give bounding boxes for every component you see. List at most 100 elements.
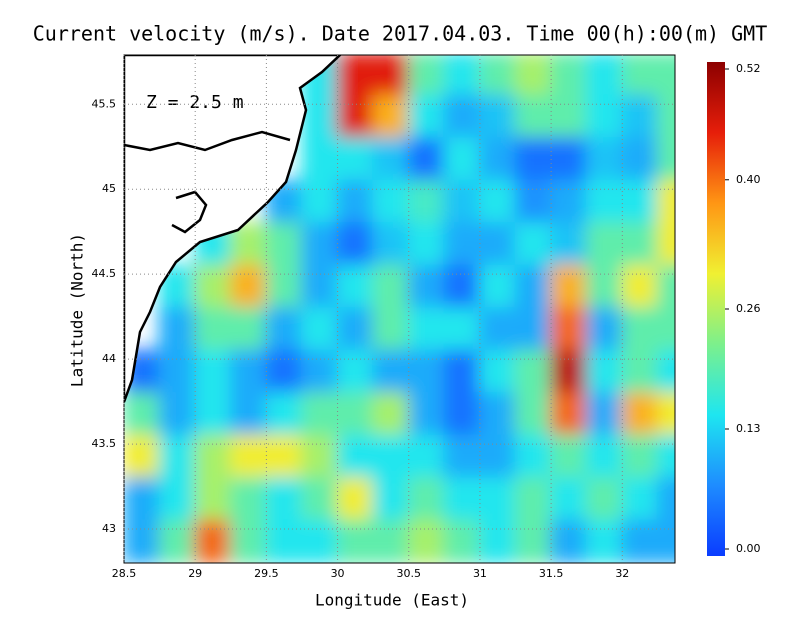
velocity-cell [478,519,517,563]
velocity-cell [621,477,659,522]
velocity-cell [372,349,410,395]
velocity-cell [372,477,410,522]
velocity-cell [124,477,161,522]
velocity-cell [124,392,161,437]
velocity-cell [443,434,481,480]
y-axis-label: Latitude (North) [68,233,87,387]
velocity-cell [585,434,624,480]
velocity-cell [158,349,197,395]
velocity-cell [443,222,481,267]
velocity-cell [265,349,303,395]
velocity-cell [407,137,446,182]
chart-title: Current velocity (m/s). Date 2017.04.03.… [33,22,768,46]
velocity-cell [336,94,375,140]
velocity-cell [265,264,303,310]
velocity-cell [621,55,659,97]
velocity-cell [585,392,624,437]
velocity-cell [265,392,303,437]
velocity-cell [336,307,375,352]
velocity-cell [265,222,303,267]
plot-frame [123,54,676,564]
velocity-cell [621,179,659,225]
velocity-cell [265,307,303,352]
velocity-cell [621,519,659,563]
x-tick-label: 31 [473,567,487,580]
velocity-cell [300,137,339,182]
velocity-cell [443,55,481,97]
colorbar-tick-label: 0.26 [736,302,761,315]
velocity-cell [478,264,517,310]
lagoon [171,190,208,234]
velocity-cell [443,392,481,437]
y-tick-label: 43 [102,522,116,535]
colorbar-tick-label: 0.13 [736,422,761,435]
velocity-cell [656,55,675,97]
velocity-cell [656,349,675,395]
velocity-cell [407,55,446,97]
y-tick-label: 43.5 [92,437,117,450]
x-tick-label: 30.5 [397,567,422,580]
velocity-cell [443,477,481,522]
velocity-cell [443,349,481,395]
velocity-cell [514,179,553,225]
velocity-cell [372,264,410,310]
velocity-cell [585,519,624,563]
velocity-cell [336,264,375,310]
velocity-cell [550,222,588,267]
colorbar-tick-label: 0.00 [736,542,761,555]
velocity-cell [443,94,481,140]
velocity-cell [336,222,375,267]
velocity-cell [372,55,410,97]
velocity-cell [194,434,232,480]
velocity-cell [194,349,232,395]
velocity-cell [265,434,303,480]
velocity-cell [407,434,446,480]
velocity-cell [478,137,517,182]
velocity-cell [621,434,659,480]
velocity-cell [478,477,517,522]
velocity-cell [265,477,303,522]
velocity-cell [514,55,553,97]
land [124,55,342,403]
velocity-cell [550,349,588,395]
velocity-cell [585,137,624,182]
velocity-cell [372,307,410,352]
velocity-cell [229,519,268,563]
velocity-cell [336,434,375,480]
velocity-cell [656,94,675,140]
velocity-cell [229,264,268,310]
velocity-cell [158,307,197,352]
velocity-cell [514,222,553,267]
velocity-cell [656,307,675,352]
velocity-cell [407,392,446,437]
velocity-cell [478,55,517,97]
velocity-cell [621,307,659,352]
velocity-cell [229,349,268,395]
velocity-cell [407,519,446,563]
velocity-cell [585,477,624,522]
y-tick-label: 45.5 [92,97,117,110]
velocity-cell [372,179,410,225]
velocity-cell [585,179,624,225]
velocity-cell [300,477,339,522]
velocity-cell [621,222,659,267]
border [124,130,291,152]
velocity-cell [407,94,446,140]
velocity-cell [194,519,232,563]
velocity-cell [656,137,675,182]
velocity-cell [372,94,410,140]
velocity-cell [336,392,375,437]
velocity-cell [621,392,659,437]
velocity-cell [550,477,588,522]
velocity-cell [407,307,446,352]
velocity-cell [300,349,339,395]
velocity-cell [336,519,375,563]
velocity-cell [372,519,410,563]
y-tick-label: 45 [102,182,116,195]
velocity-cell [300,264,339,310]
velocity-cell [443,307,481,352]
velocity-cell [514,137,553,182]
velocity-cell [478,307,517,352]
velocity-cell [443,264,481,310]
velocity-cell [585,55,624,97]
